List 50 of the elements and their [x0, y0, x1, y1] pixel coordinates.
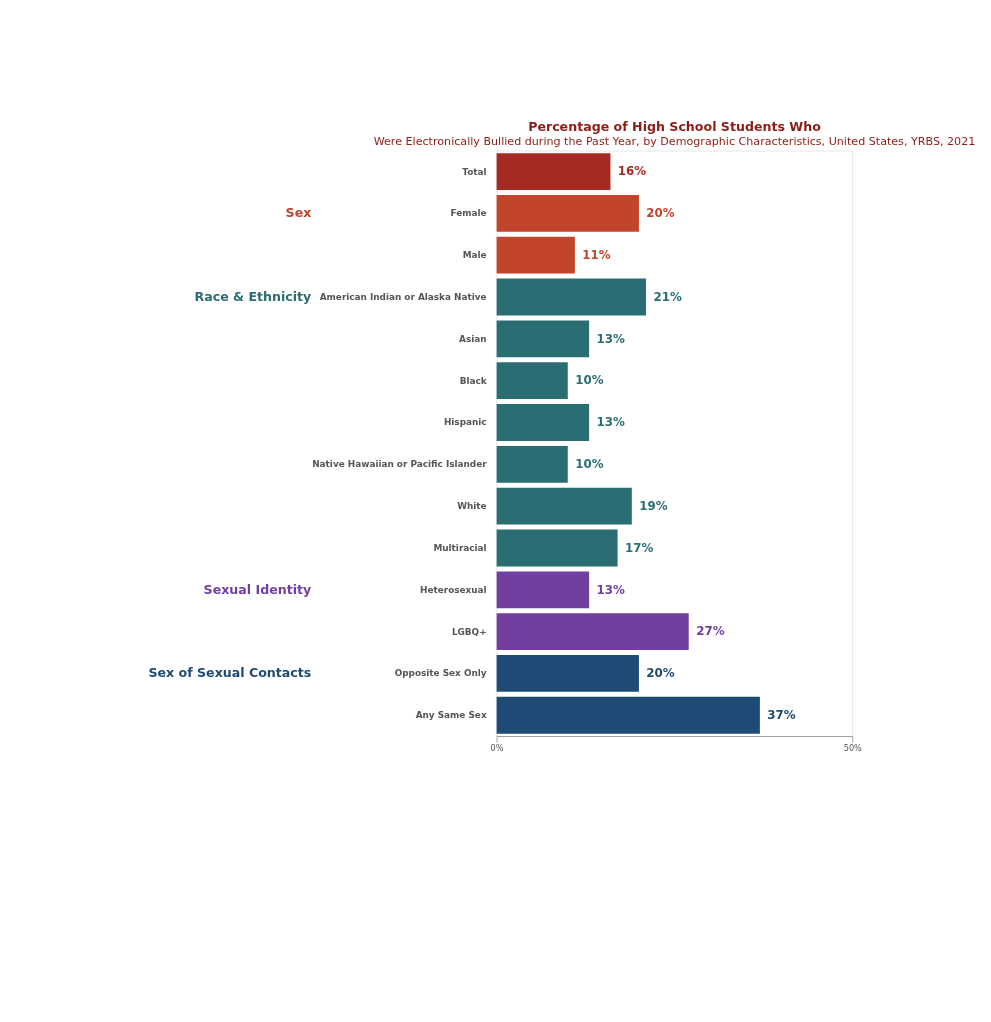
data-label: 37% — [767, 707, 796, 722]
y-tick-label: Asian — [459, 333, 487, 344]
y-tick-label: Hispanic — [443, 417, 487, 428]
bar — [496, 655, 639, 692]
bar — [496, 320, 590, 358]
bar — [496, 153, 611, 190]
bar — [496, 236, 575, 274]
bar — [496, 529, 618, 567]
data-label: 20% — [646, 206, 675, 221]
y-tick-label: Black — [459, 375, 488, 386]
data-label: 19% — [639, 498, 668, 513]
data-label: 11% — [582, 247, 611, 262]
y-tick-label: Total — [462, 166, 487, 177]
data-label: 20% — [646, 666, 675, 681]
y-tick-label: Native Hawaiian or Pacific Islander — [312, 459, 488, 470]
text: Sexual Identity — [203, 581, 312, 597]
bar — [496, 194, 639, 232]
data-label: 13% — [596, 331, 626, 346]
data-label: 13% — [596, 582, 626, 597]
x-tick-label: 50% — [843, 742, 863, 753]
y-tick-label: Heterosexual — [420, 584, 487, 595]
data-label: 10% — [575, 457, 604, 472]
data-label: 27% — [696, 624, 725, 639]
bar — [496, 487, 632, 525]
bar — [496, 362, 568, 400]
bar — [496, 445, 568, 483]
text: Race & Ethnicity — [194, 288, 312, 304]
y-tick-label: Any Same Sex — [415, 710, 487, 721]
bar — [496, 278, 647, 316]
bar — [496, 571, 590, 609]
data-label: 13% — [596, 415, 626, 430]
text: Sex — [285, 205, 312, 221]
data-label: 16% — [617, 164, 647, 179]
data-label: 17% — [624, 540, 654, 555]
y-tick-label: Multiracial — [433, 542, 487, 553]
x-tick-label: 0% — [490, 742, 504, 753]
bar — [496, 696, 760, 734]
data-label: 21% — [653, 289, 682, 304]
y-tick-label: Male — [462, 250, 487, 261]
data-label: 10% — [575, 373, 604, 388]
y-tick-label: American Indian or Alaska Native — [319, 291, 487, 302]
text: Sex of Sexual Contacts — [148, 665, 312, 681]
bar — [496, 613, 689, 651]
chart-subtitle: Were Electronically Bullied during the Past Year, by Demographic Characteristics, United States, YRBS, 2021 — [373, 134, 976, 148]
y-tick-label: LGBQ+ — [451, 626, 487, 637]
bar — [496, 404, 590, 441]
y-tick-label: Opposite Sex Only — [394, 668, 487, 679]
y-tick-label: White — [457, 501, 487, 512]
y-tick-label: Female — [450, 208, 487, 219]
chart-title: Percentage of High School Students Who — [528, 118, 822, 134]
